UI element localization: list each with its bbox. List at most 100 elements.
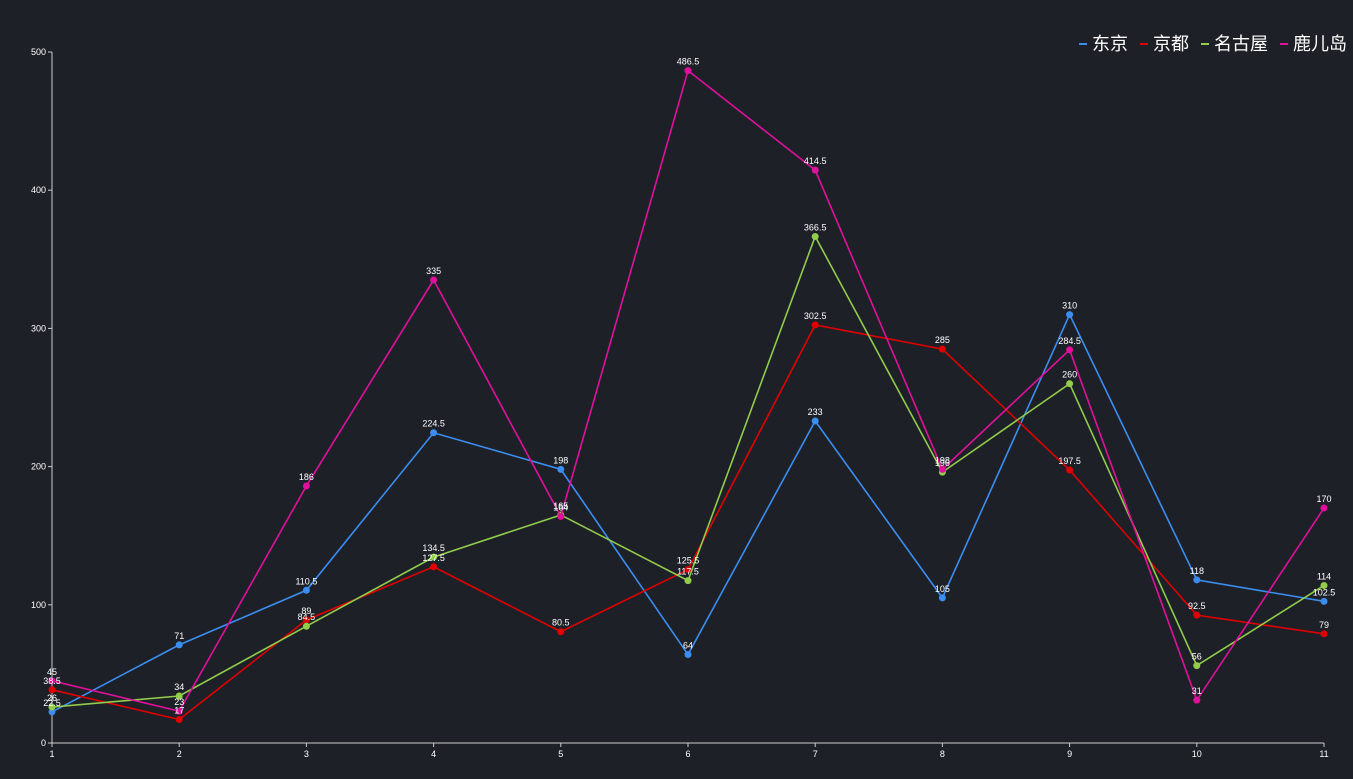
data-point[interactable] [430, 276, 438, 284]
data-label: 89 [301, 606, 311, 616]
data-label: 102.5 [1313, 587, 1336, 597]
legend-label: 名古屋 [1214, 34, 1268, 54]
x-tick-label: 3 [304, 749, 309, 759]
data-point[interactable] [557, 512, 565, 520]
data-point[interactable] [684, 67, 692, 75]
y-tick-label: 500 [31, 47, 46, 57]
data-point[interactable] [430, 553, 438, 561]
data-point[interactable] [1193, 611, 1201, 619]
x-tick-label: 4 [431, 749, 436, 759]
data-point[interactable] [1193, 576, 1201, 584]
data-point[interactable] [811, 166, 819, 174]
data-point[interactable] [938, 594, 946, 602]
chart-legend: 东京 京都 名古屋 鹿儿岛 [1079, 33, 1347, 55]
data-point[interactable] [1193, 696, 1201, 704]
data-point[interactable] [1320, 630, 1328, 638]
data-point[interactable] [430, 563, 438, 571]
data-point[interactable] [557, 628, 565, 636]
data-point[interactable] [175, 692, 183, 700]
y-tick-label: 300 [31, 323, 46, 333]
data-label: 118 [1190, 566, 1204, 576]
data-labels: 22.5 71 110.5 224.5 198 64 233 105 310 118 102.5 38… [43, 57, 1335, 716]
data-label: 79 [1319, 620, 1329, 630]
y-tick-label: 100 [31, 600, 46, 610]
legend-item[interactable]: 京都 [1140, 33, 1189, 55]
data-point[interactable] [430, 429, 438, 437]
data-label: 114 [1317, 571, 1331, 581]
data-point[interactable] [684, 651, 692, 659]
data-point[interactable] [684, 577, 692, 585]
data-point[interactable] [811, 232, 819, 240]
data-label: 198 [935, 455, 950, 465]
data-label: 110.5 [295, 576, 317, 586]
data-label: 22.5 [43, 698, 61, 708]
x-tick-label: 2 [177, 749, 182, 759]
data-label: 23 [174, 697, 184, 707]
x-tick-label: 5 [558, 749, 563, 759]
data-point[interactable] [1320, 581, 1328, 589]
data-label: 92.5 [1188, 601, 1206, 611]
data-label: 285 [935, 335, 950, 345]
data-point[interactable] [1066, 346, 1074, 354]
data-point[interactable] [684, 566, 692, 574]
legend-swatch [1280, 43, 1288, 45]
series-lines [48, 67, 1328, 724]
data-label: 233 [808, 407, 823, 417]
data-point[interactable] [48, 708, 56, 716]
data-label: 335 [426, 266, 441, 276]
data-point[interactable] [175, 707, 183, 715]
data-point[interactable] [1066, 311, 1074, 319]
data-point[interactable] [48, 686, 56, 694]
legend-item[interactable]: 名古屋 [1201, 33, 1268, 55]
data-point[interactable] [811, 321, 819, 329]
series-line [51, 69, 1325, 713]
x-tick-label: 6 [685, 749, 690, 759]
data-point[interactable] [175, 641, 183, 649]
data-point[interactable] [175, 716, 183, 724]
data-label: 310 [1062, 301, 1077, 311]
x-tick-label: 7 [813, 749, 818, 759]
x-tick-label: 11 [1319, 749, 1328, 759]
data-label: 260 [1062, 370, 1077, 380]
data-label: 302.5 [804, 311, 827, 321]
data-point[interactable] [1193, 662, 1201, 670]
data-label: 117.5 [677, 567, 699, 577]
data-point[interactable] [48, 703, 56, 711]
data-label: 198 [553, 455, 568, 465]
data-point[interactable] [557, 465, 565, 473]
data-label: 165 [553, 501, 568, 511]
legend-item[interactable]: 东京 [1079, 33, 1128, 55]
legend-swatch [1079, 43, 1087, 45]
data-label: 486.5 [677, 57, 700, 67]
legend-label: 东京 [1092, 34, 1128, 54]
data-point[interactable] [1066, 380, 1074, 388]
data-point[interactable] [1320, 504, 1328, 512]
y-tick-label: 0 [41, 738, 46, 748]
data-point[interactable] [302, 586, 310, 594]
legend-label: 鹿儿岛 [1293, 34, 1347, 54]
data-point[interactable] [1066, 466, 1074, 474]
data-label: 56 [1192, 652, 1202, 662]
data-point[interactable] [938, 345, 946, 353]
data-label: 26 [47, 693, 57, 703]
data-point[interactable] [1320, 597, 1328, 605]
data-point[interactable] [302, 622, 310, 630]
data-point[interactable] [938, 465, 946, 473]
data-label: 170 [1316, 494, 1331, 504]
data-point[interactable] [48, 677, 56, 685]
data-label: 284.5 [1058, 336, 1081, 346]
data-point[interactable] [302, 616, 310, 624]
y-tick-label: 200 [31, 462, 46, 472]
data-point[interactable] [811, 417, 819, 425]
data-label: 125.5 [677, 556, 700, 566]
legend-item[interactable]: 鹿儿岛 [1280, 33, 1347, 55]
data-label: 186 [299, 472, 314, 482]
data-point[interactable] [302, 482, 310, 490]
data-label: 38.5 [43, 676, 61, 686]
data-label: 366.5 [804, 222, 827, 232]
data-label: 64 [683, 641, 693, 651]
legend-label: 京都 [1153, 34, 1189, 54]
